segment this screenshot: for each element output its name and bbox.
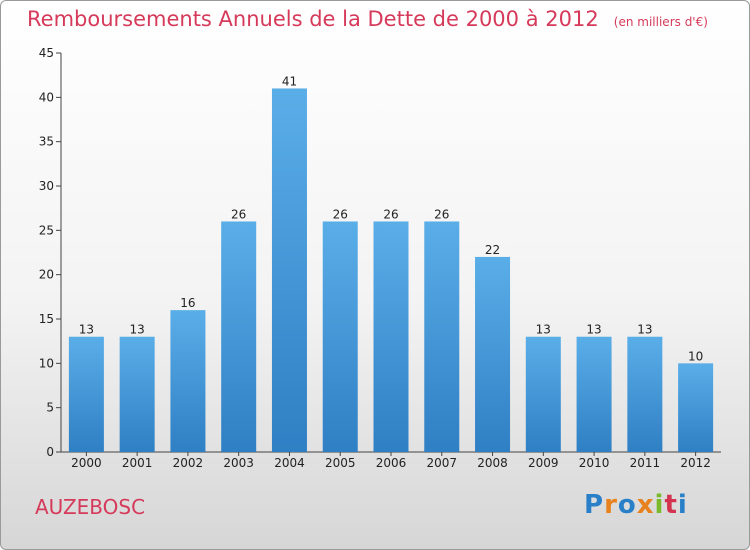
bar-value-label: 26 [434,207,449,221]
bar-value-label: 13 [130,323,145,337]
x-tick-label: 2004 [274,456,305,470]
bar [678,363,714,452]
bar [627,336,663,452]
x-tick-label: 2006 [376,456,407,470]
bar [424,221,460,452]
bar-value-label: 13 [536,323,551,337]
bar-value-label: 41 [282,74,297,88]
y-tick-label: 35 [39,135,54,149]
bar-value-label: 13 [79,323,94,337]
bar-value-label: 26 [383,207,398,221]
logo-letter: r [604,490,618,520]
commune-name: AUZEBOSC [35,495,146,519]
y-tick-label: 10 [39,356,54,370]
bar [221,221,257,452]
x-tick-label: 2000 [71,456,102,470]
x-tick-label: 2002 [173,456,204,470]
proxiti-logo: Proxiti [584,490,688,520]
bar-value-label: 22 [485,243,500,257]
x-tick-label: 2007 [426,456,457,470]
bar-value-label: 13 [586,323,601,337]
y-tick-label: 30 [39,179,54,193]
y-tick-label: 45 [39,46,54,60]
bar [322,221,358,452]
y-tick-label: 5 [46,401,54,415]
x-tick-label: 2003 [223,456,254,470]
x-tick-label: 2009 [528,456,559,470]
bar [68,336,104,452]
bar [525,336,561,452]
y-tick-label: 20 [39,268,54,282]
x-tick-label: 2008 [477,456,508,470]
logo-letter: o [617,490,637,520]
bar-value-label: 26 [231,207,246,221]
bar-value-label: 26 [333,207,348,221]
bar [271,88,307,452]
logo-letter: t [664,490,678,520]
x-tick-label: 2012 [680,456,711,470]
chart-title-text: Remboursements Annuels de la Dette de 20… [27,7,599,31]
logo-letter: i [677,490,688,520]
x-tick-label: 2001 [122,456,153,470]
chart-title: Remboursements Annuels de la Dette de 20… [27,7,708,31]
x-tick-label: 2011 [630,456,661,470]
bar [576,336,612,452]
bar [475,256,511,452]
y-tick-label: 0 [46,445,54,459]
bar [119,336,155,452]
logo-letter: i [654,490,665,520]
x-tick-label: 2010 [579,456,610,470]
y-tick-label: 40 [39,90,54,104]
bar [170,310,206,452]
y-tick-label: 25 [39,223,54,237]
logo-letter: P [584,490,605,520]
x-tick-label: 2005 [325,456,356,470]
logo-letter: x [636,490,655,520]
bar-value-label: 10 [688,349,703,363]
bar-value-label: 16 [180,296,195,310]
chart-unit: (en milliers d'€) [613,15,708,29]
bar [373,221,409,452]
bar-value-label: 13 [637,323,652,337]
y-tick-label: 15 [39,312,54,326]
